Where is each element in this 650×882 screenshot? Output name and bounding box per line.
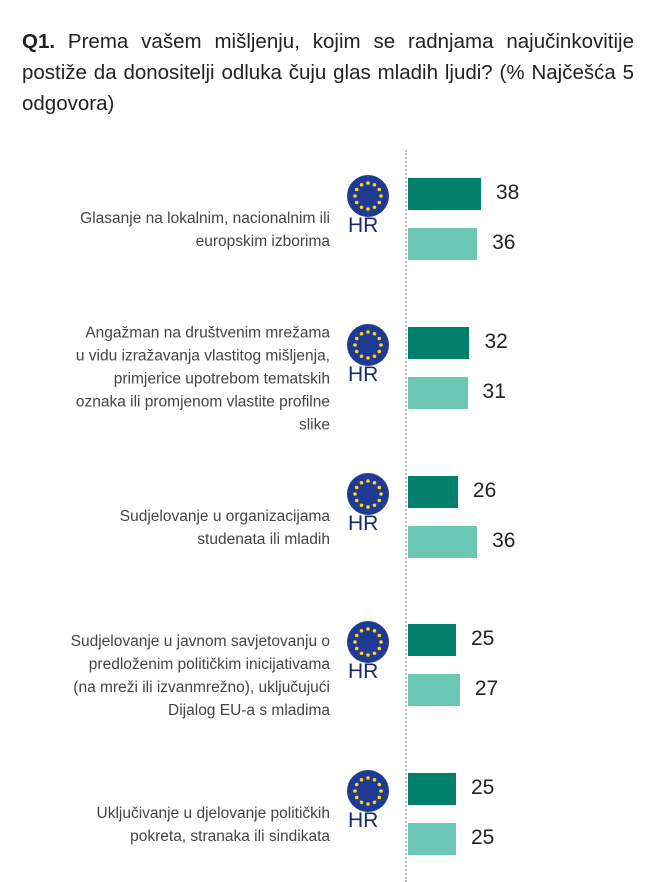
- category-group: Uključivanje u djelovanje političkih pokr…: [0, 770, 650, 875]
- hr-bar: [408, 823, 456, 855]
- hr-bar: [408, 674, 460, 706]
- eu-bar: [408, 327, 470, 359]
- hr-series-label: HR: [348, 809, 379, 832]
- eu-bar: [408, 178, 481, 210]
- chart-title: Q1. Prema vašem mišljenju, kojim se radn…: [22, 26, 634, 119]
- category-label: Uključivanje u djelovanje političkih pokr…: [10, 802, 330, 848]
- hr-bar: [408, 228, 478, 260]
- category-label: Glasanje na lokalnim, nacionalnim ili eur…: [10, 207, 330, 253]
- category-label: Sudjelovanje u javnom savjetovanju o pred…: [10, 630, 330, 722]
- hr-value-label: 25: [471, 826, 495, 849]
- hr-series-label: HR: [348, 214, 379, 237]
- eu-flag-icon: [347, 473, 389, 515]
- hr-series-label: HR: [348, 363, 379, 386]
- eu-value-label: 32: [484, 330, 508, 353]
- category-label-line: u vidu izražavanja vlastitog mišljenja,: [75, 347, 330, 365]
- hr-bar: [408, 377, 468, 409]
- hr-bar: [408, 526, 478, 558]
- eu-bar: [408, 773, 456, 805]
- category-label-line: (na mreži ili izvanmrežno), uključujući: [73, 679, 330, 696]
- category-group: Angažman na društvenim mrežama u vidu izr…: [0, 324, 650, 434]
- category-label-line: Sudjelovanje u javnom savjetovanju o: [70, 633, 330, 650]
- hr-value-label: 27: [474, 677, 499, 700]
- eu-value-label: 38: [495, 181, 520, 204]
- category-group: Sudjelovanje u organizacijama studenata i…: [0, 473, 650, 578]
- eu-bar: [408, 476, 458, 508]
- category-label-line: Angažman na društvenim mrežama: [85, 324, 330, 342]
- category-label: Sudjelovanje u organizacijama studenata i…: [10, 505, 330, 551]
- hr-series-label: HR: [348, 512, 379, 535]
- question-number: Q1.: [22, 30, 56, 53]
- category-label-line: predloženim političkim inicijativama: [88, 656, 330, 673]
- hr-value-label: 36: [492, 231, 516, 254]
- eu-flag-icon: [347, 621, 389, 663]
- hr-series-label: HR: [348, 660, 379, 683]
- category-label-line: oznaka ili promjenom vlastite profilne: [75, 393, 330, 411]
- category-group: Glasanje na lokalnim, nacionalnim ili eur…: [0, 175, 650, 280]
- axis-line: [405, 150, 407, 882]
- eu-flag-icon: [347, 324, 389, 366]
- eu-value-label: 26: [472, 479, 497, 502]
- category-label-line: europskim izborima: [195, 233, 330, 250]
- eu-value-label: 25: [471, 776, 495, 799]
- eu-value-label: 25: [471, 627, 495, 650]
- hr-value-label: 36: [492, 529, 516, 552]
- category-label-line: studenata ili mladih: [197, 531, 330, 548]
- category-label-line: Uključivanje u djelovanje političkih: [96, 805, 330, 822]
- category-label-line: pokreta, stranaka ili sindikata: [130, 828, 330, 845]
- question-text: Prema vašem mišljenju, kojim se radnjama…: [22, 30, 634, 115]
- eu-flag-icon: [347, 175, 389, 217]
- hr-value-label: 31: [482, 380, 506, 403]
- category-label: Angažman na društvenim mrežama u vidu izr…: [10, 322, 330, 437]
- eu-bar: [408, 624, 456, 656]
- category-label-line: Dijalog EU-a s mladima: [168, 702, 330, 719]
- category-label-line: primjerice upotrebom tematskih: [113, 370, 330, 388]
- category-label-line: slike: [298, 416, 330, 434]
- category-group: Sudjelovanje u javnom savjetovanju o pred…: [0, 621, 650, 726]
- eu-flag-icon: [347, 770, 389, 812]
- category-label-line: Glasanje na lokalnim, nacionalnim ili: [80, 210, 330, 227]
- category-label-line: Sudjelovanje u organizacijama: [119, 508, 330, 525]
